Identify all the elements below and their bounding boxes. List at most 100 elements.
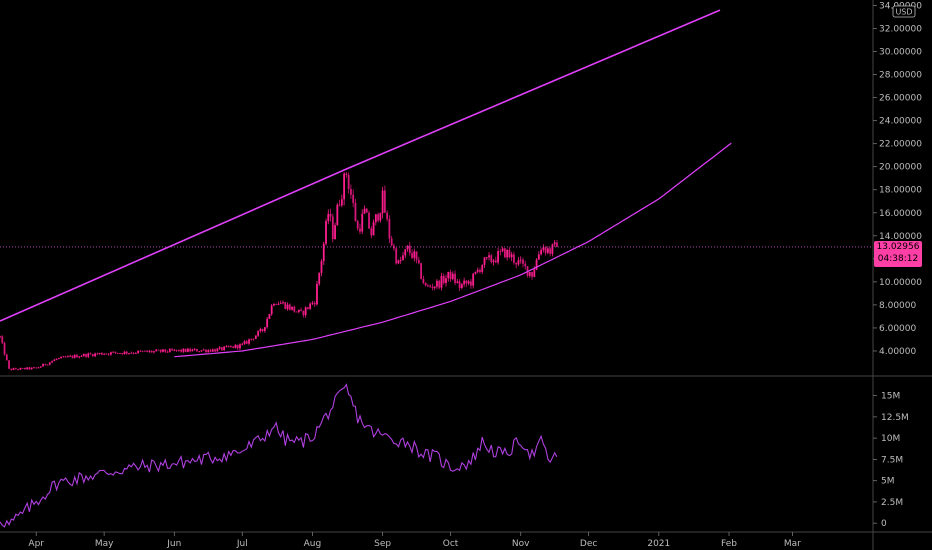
last-price-value: 13.02956: [877, 242, 920, 252]
candle: [436, 280, 438, 287]
candle: [187, 348, 189, 352]
volume-axis[interactable]: 0 2.5M 5M 7.5M 10M 12.5M 15M: [873, 392, 909, 530]
candle: [254, 335, 257, 339]
volume-line: [0, 383, 558, 528]
candle: [356, 221, 359, 229]
time-tick-label: May: [95, 539, 114, 549]
candle: [476, 269, 479, 272]
candle: [377, 214, 379, 221]
candle: [458, 281, 461, 289]
candle: [426, 285, 429, 287]
candle: [39, 366, 42, 368]
candle: [209, 350, 212, 352]
candle: [216, 348, 219, 352]
candle: [331, 216, 334, 240]
candle: [447, 271, 450, 279]
candle: [173, 349, 176, 351]
candle: [379, 213, 382, 221]
time-axis[interactable]: Apr May Jun Jul Aug Sep Oct Nov Dec 2021 Feb Mar: [28, 532, 801, 549]
candle: [80, 356, 83, 357]
candle: [78, 356, 81, 358]
candle: [110, 352, 112, 355]
candle: [293, 306, 296, 312]
time-tick-label: Nov: [512, 539, 530, 549]
candle: [501, 248, 504, 252]
candle: [51, 361, 53, 363]
candle: [542, 247, 545, 250]
candle: [513, 254, 515, 263]
candle: [451, 273, 454, 280]
candle: [463, 280, 466, 285]
candle: [506, 249, 509, 258]
candle: [470, 281, 472, 286]
time-tick-label: Mar: [784, 539, 801, 549]
candle: [21, 367, 24, 369]
candle: [390, 238, 393, 246]
candle: [499, 251, 502, 252]
candle: [352, 194, 355, 203]
candle: [338, 204, 341, 206]
time-tick-label: Apr: [28, 539, 44, 549]
candle: [155, 349, 158, 352]
candle: [318, 272, 321, 284]
candle: [139, 350, 142, 352]
candle: [245, 341, 248, 344]
candle: [107, 353, 110, 355]
volume-panel: [0, 383, 558, 528]
candle: [180, 349, 183, 352]
candle: [257, 331, 259, 336]
candle: [273, 303, 275, 306]
candle: [454, 273, 456, 283]
candle: [166, 351, 169, 353]
candle: [148, 350, 151, 352]
candle: [71, 355, 74, 358]
candle: [313, 302, 316, 305]
candle: [164, 349, 167, 352]
candle: [350, 189, 352, 195]
candle: [98, 352, 101, 354]
candle: [259, 329, 262, 332]
candle: [116, 352, 119, 354]
candle: [277, 303, 280, 305]
time-tick-label: 2021: [647, 539, 670, 549]
candle: [3, 342, 6, 355]
candle: [374, 214, 377, 223]
candle: [399, 260, 402, 261]
candle: [483, 257, 486, 266]
candle: [449, 271, 452, 280]
candle: [302, 310, 305, 316]
candle: [189, 348, 192, 352]
candle: [103, 353, 106, 355]
candle: [556, 242, 558, 247]
price-tick-label: 32.00000: [879, 24, 922, 34]
candle: [266, 318, 269, 328]
time-tick-label: Jul: [236, 539, 248, 549]
candle: [211, 349, 214, 352]
time-tick-label: Sep: [374, 539, 391, 549]
candle: [64, 356, 67, 358]
candle: [363, 208, 366, 214]
candle: [162, 349, 164, 352]
candle: [270, 305, 273, 315]
candle: [492, 260, 495, 262]
candle: [386, 212, 389, 220]
candle: [519, 259, 522, 261]
candle: [191, 349, 194, 352]
candle: [431, 286, 434, 288]
candle: [157, 349, 160, 351]
candle: [320, 261, 323, 273]
candle: [526, 266, 529, 276]
candle: [87, 353, 90, 357]
candle: [544, 247, 547, 253]
candle: [175, 349, 178, 351]
candle: [279, 303, 282, 304]
candle: [182, 348, 185, 352]
price-tick-label: 26.00000: [879, 94, 922, 104]
candle: [143, 350, 146, 352]
candle: [33, 367, 35, 369]
candle: [234, 344, 237, 348]
candle: [252, 338, 255, 340]
candle: [494, 260, 497, 263]
trendlines: [0, 9, 732, 358]
